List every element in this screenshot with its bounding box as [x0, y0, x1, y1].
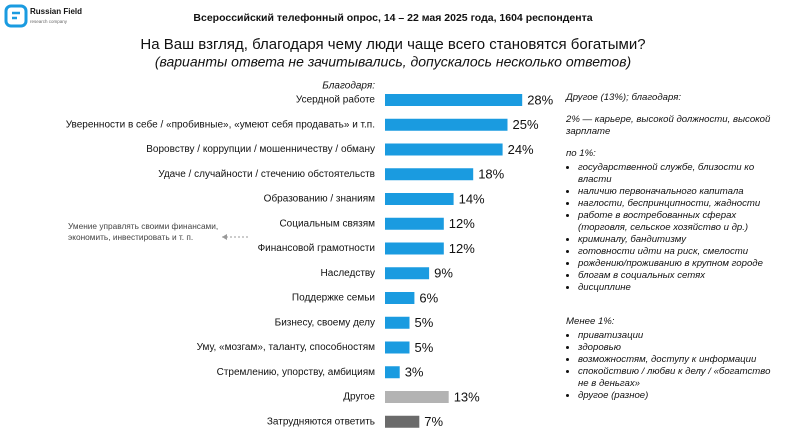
header: Всероссийский телефонный опрос, 14 – 22 …: [193, 12, 592, 24]
bar: [385, 94, 523, 106]
annotation-arrowhead: [222, 234, 227, 240]
bar: [385, 217, 444, 230]
bar: [385, 391, 449, 403]
note-item: здоровью: [578, 342, 781, 354]
category-label: Затрудняются ответить: [267, 416, 375, 427]
note-item: рождению/проживанию в крупном городе: [578, 258, 781, 270]
bar: [385, 168, 474, 181]
bar: [385, 316, 410, 329]
value-label: 12%: [449, 241, 475, 256]
note-item: возможностям, доступу к информации: [578, 354, 781, 366]
value-label: 5%: [415, 340, 434, 355]
note-item: другое (разное): [578, 390, 781, 402]
note-item: государственной службе, близости ко влас…: [578, 162, 781, 186]
category-label: Удаче / случайности / стечению обстоятел…: [158, 168, 375, 180]
category-label: Наследству: [321, 268, 375, 279]
category-label: Другое: [343, 392, 375, 403]
value-label: 12%: [449, 216, 475, 231]
bar: [385, 143, 503, 156]
logo-icon: [4, 4, 28, 28]
value-label: 7%: [424, 414, 443, 429]
notes: Другое (13%); благодаря: 2% — карьере, в…: [566, 92, 781, 414]
category-label: Уверенности в себе / «пробивные», «умеют…: [66, 118, 375, 130]
logo-icon-lines: [12, 11, 20, 20]
notes-title: Другое (13%); благодаря:: [566, 92, 681, 103]
bar: [385, 415, 420, 428]
note-item: спокойствию / любви к делу / «богатство …: [578, 366, 781, 390]
chart-subtitle: (варианты ответа не зачитывались, допуск…: [155, 54, 631, 70]
value-label: 6%: [419, 290, 438, 305]
notes-two-percent: 2% — карьере, высокой должности, высокой…: [566, 114, 771, 137]
category-label: Усердной работе: [296, 94, 376, 106]
notes-list: приватизацииздоровьювозможностям, доступ…: [566, 330, 781, 402]
value-label: 24%: [508, 142, 534, 157]
category-label: Образованию / знаниям: [264, 193, 375, 205]
value-label: 13%: [454, 389, 480, 404]
value-label: 25%: [513, 117, 539, 132]
bar: [385, 193, 454, 205]
notes-list: государственной службе, близости ко влас…: [566, 162, 781, 294]
logo-tagline: research company: [30, 19, 68, 24]
notes-heading: Менее 1%:: [566, 316, 615, 327]
value-label: 18%: [478, 167, 504, 182]
note-item: наглости, беспринципности, жадности: [578, 198, 781, 210]
category-label: Бизнесу, своему делу: [275, 317, 375, 328]
axis-label: Благодаря:: [322, 81, 375, 92]
note-item: блогам в социальных сетях: [578, 270, 781, 282]
bar: [385, 118, 508, 131]
value-label: 9%: [434, 266, 453, 281]
value-label: 28%: [527, 92, 553, 107]
note-item: приватизации: [578, 330, 781, 342]
bar: [385, 341, 410, 354]
note-item: дисциплине: [578, 282, 781, 294]
category-label: Социальным связям: [279, 218, 375, 229]
note-item: наличию первоначального капитала: [578, 186, 781, 198]
annotation: Умение управлять своими финансами, эконо…: [68, 221, 219, 242]
bar: [385, 292, 415, 304]
value-label: 5%: [415, 315, 434, 330]
value-label: 14%: [459, 191, 485, 206]
note-item: криминалу, бандитизму: [578, 234, 781, 246]
category-label: Воровству / коррупции / мошенничеству / …: [146, 143, 375, 155]
value-label: 3%: [405, 365, 424, 380]
bar: [385, 242, 444, 255]
bar: [385, 267, 430, 280]
note-item: готовности идти на риск, смелости: [578, 246, 781, 258]
bar: [385, 366, 400, 379]
notes-heading: по 1%:: [566, 148, 596, 159]
category-label: Финансовой грамотности: [258, 243, 375, 254]
category-label: Поддержке семьи: [292, 293, 375, 304]
note-item: работе в востребованных сферах (торговля…: [578, 210, 781, 234]
category-label: Стремлению, упорству, амбициям: [217, 366, 375, 378]
chart-title: На Ваш взгляд, благодаря чему люди чаще …: [140, 36, 645, 53]
logo-name: Russian Field: [30, 7, 82, 16]
category-label: Уму, «мозгам», таланту, способностям: [197, 341, 376, 353]
